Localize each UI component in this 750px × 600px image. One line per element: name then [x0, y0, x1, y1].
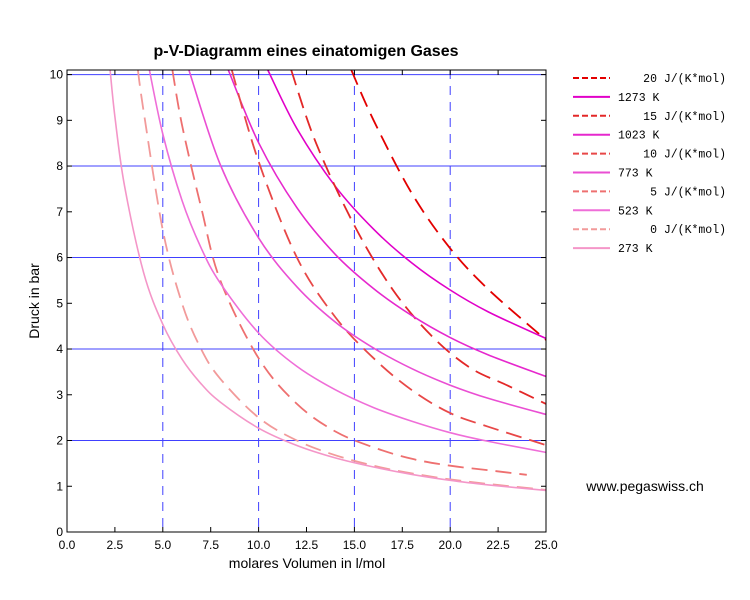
legend-label-2: 15 J/(K*mol): [643, 111, 726, 124]
series-line-adiabat-8: [137, 69, 547, 491]
legend-label-1: 1273 K: [618, 92, 660, 105]
series-line-isotherm-5: [188, 69, 547, 416]
series-line-adiabat-4: [230, 69, 547, 446]
series-line-isotherm-3: [227, 69, 547, 378]
y-tick-label: 9: [56, 113, 63, 127]
series-line-adiabat-2: [290, 69, 547, 405]
x-tick-label: 17.5: [391, 538, 415, 552]
legend-label-8: 0 J/(K*mol): [650, 224, 726, 237]
x-tick-label: 22.5: [486, 538, 510, 552]
legend-label-9: 273 K: [618, 243, 653, 256]
y-tick-label: 7: [56, 205, 63, 219]
curve-layer: [109, 69, 547, 492]
series-line-isotherm-9: [109, 69, 547, 492]
series-line-isotherm-7: [148, 69, 547, 454]
x-tick-label: 0.0: [59, 538, 76, 552]
series-line-isotherm-1: [267, 69, 547, 340]
x-tick-label: 15.0: [343, 538, 367, 552]
y-tick-label: 3: [56, 388, 63, 402]
legend-label-4: 10 J/(K*mol): [643, 149, 726, 162]
legend-label-3: 1023 K: [618, 130, 660, 143]
x-tick-label: 7.5: [202, 538, 219, 552]
legend-label-5: 773 K: [618, 168, 653, 181]
legend: 20 J/(K*mol) 1273 K 15 J/(K*mol) 1023 K 10 J…: [573, 73, 726, 256]
x-tick-label: 20.0: [439, 538, 463, 552]
x-tick-label: 25.0: [534, 538, 558, 552]
y-axis-ticks: 0 1 2 3 4 5 6 7 8 9 10: [50, 68, 546, 539]
y-tick-label: 10: [50, 68, 64, 82]
legend-label-7: 523 K: [618, 205, 653, 218]
y-tick-label: 2: [56, 434, 63, 448]
y-tick-label: 5: [56, 296, 63, 310]
legend-label-0: 20 J/(K*mol): [643, 73, 726, 86]
y-tick-label: 6: [56, 251, 63, 265]
legend-label-6: 5 J/(K*mol): [650, 186, 726, 199]
credit-text: www.pegaswiss.ch: [585, 478, 704, 494]
y-tick-label: 4: [56, 342, 63, 356]
x-tick-label: 10.0: [247, 538, 271, 552]
series-line-adiabat-6: [171, 69, 527, 476]
y-tick-label: 1: [56, 479, 63, 493]
grid-lines: [67, 70, 546, 532]
chart-title: p-V-Diagramm eines einatomigen Gases: [154, 43, 459, 60]
x-axis-label: molares Volumen in l/mol: [229, 555, 385, 571]
y-axis-label: Druck in bar: [26, 263, 42, 339]
x-tick-label: 2.5: [107, 538, 124, 552]
x-tick-label: 5.0: [154, 538, 171, 552]
y-tick-label: 8: [56, 159, 63, 173]
series-line-adiabat-0: [350, 69, 547, 341]
x-tick-label: 12.5: [295, 538, 319, 552]
y-tick-label: 0: [56, 525, 63, 539]
